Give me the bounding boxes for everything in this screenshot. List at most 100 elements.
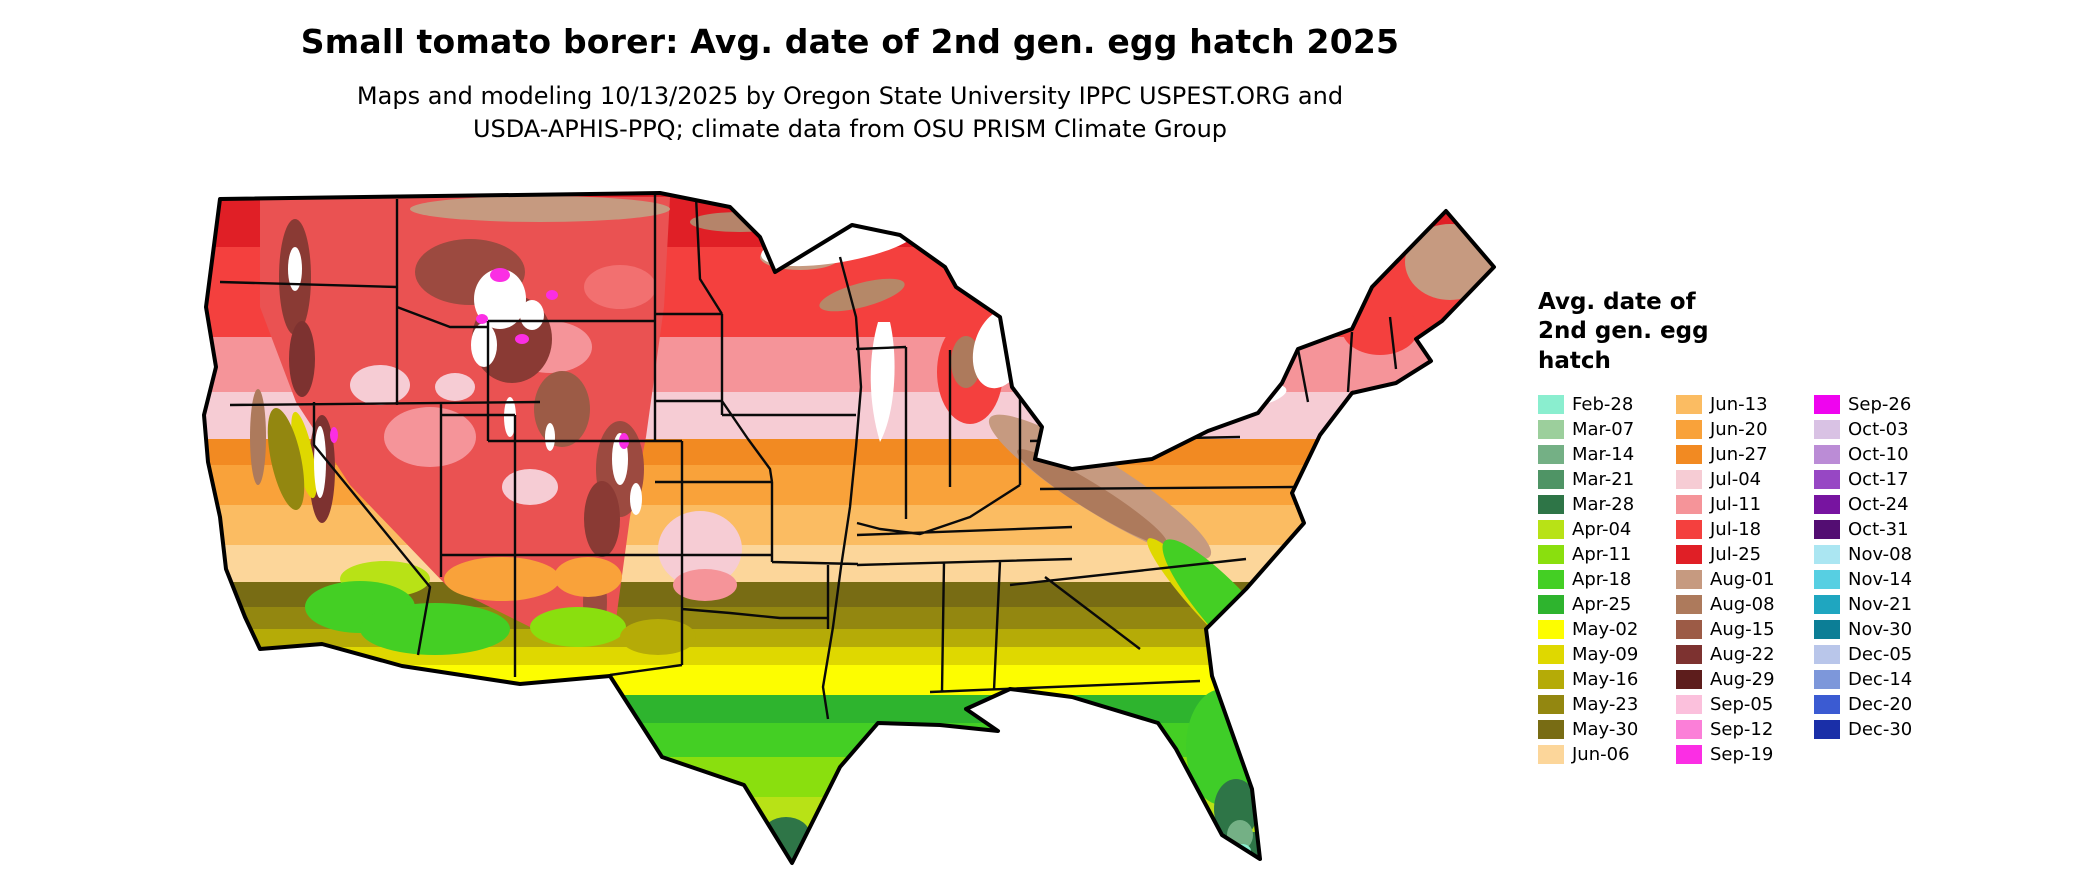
legend-date-label: May-16 [1572, 669, 1639, 691]
legend-entry: Mar-21 [1538, 467, 1656, 492]
legend-color-swatch [1814, 620, 1840, 640]
legend-color-swatch [1538, 720, 1564, 740]
legend-date-label: Mar-07 [1572, 419, 1635, 441]
legend-color-swatch [1676, 420, 1702, 440]
legend-date-label: Jun-13 [1710, 394, 1768, 416]
snowcap-patch [314, 426, 326, 498]
late-date-patch [490, 268, 510, 282]
legend-color-swatch [1814, 570, 1840, 590]
subtitle-line-2: USDA-APHIS-PPQ; climate data from OSU PR… [472, 115, 1228, 144]
legend-entry: May-16 [1538, 667, 1656, 692]
legend-date-label: Aug-01 [1710, 569, 1775, 591]
legend-entry: Oct-10 [1814, 442, 1932, 467]
legend-entry: Aug-08 [1676, 592, 1794, 617]
legend-entry: May-30 [1538, 717, 1656, 742]
terrain-patch [554, 557, 622, 597]
terrain-patch [1017, 449, 1167, 545]
legend-color-swatch [1814, 695, 1840, 715]
legend-date-label: Jun-06 [1572, 744, 1630, 766]
legend-color-swatch [1538, 495, 1564, 515]
legend-color-swatch [1814, 595, 1840, 615]
lake-michigan [870, 322, 895, 442]
legend-date-label: Mar-28 [1572, 494, 1635, 516]
terrain-patch [620, 619, 696, 655]
legend-color-swatch [1814, 495, 1840, 515]
terrain-patch [350, 365, 410, 405]
legend-color-swatch [1676, 720, 1702, 740]
legend-color-swatch [1538, 670, 1564, 690]
legend-date-label: Apr-04 [1572, 519, 1632, 541]
band-may-02 [204, 665, 1494, 695]
legend-date-label: Oct-24 [1848, 494, 1909, 516]
legend-date-label: Dec-05 [1848, 644, 1913, 666]
legend-color-swatch [1538, 420, 1564, 440]
legend-date-label: Oct-31 [1848, 519, 1909, 541]
map-southwest-terrain [305, 511, 742, 655]
legend-color-swatch [1814, 470, 1840, 490]
late-date-patch [330, 427, 338, 443]
legend-date-label: Jul-11 [1710, 494, 1762, 516]
terrain-patch [384, 407, 476, 467]
legend-entry: Mar-28 [1538, 492, 1656, 517]
legend-entry: Sep-26 [1814, 392, 1932, 417]
legend-entry: Apr-18 [1538, 567, 1656, 592]
legend-color-swatch [1676, 670, 1702, 690]
legend-entry: Oct-17 [1814, 467, 1932, 492]
terrain-patch [410, 196, 670, 222]
legend-color-swatch [1676, 695, 1702, 715]
terrain-patch [584, 265, 656, 309]
legend-color-swatch [1538, 470, 1564, 490]
legend-date-label: Aug-15 [1710, 619, 1775, 641]
legend-entry: Jul-18 [1676, 517, 1794, 542]
legend-date-label: Jun-27 [1710, 444, 1768, 466]
legend-entry: Dec-05 [1814, 642, 1932, 667]
legend-color-swatch [1814, 645, 1840, 665]
legend-color-swatch [1538, 570, 1564, 590]
legend-entry: Jun-20 [1676, 417, 1794, 442]
legend-entry: Oct-24 [1814, 492, 1932, 517]
legend-date-label: May-09 [1572, 644, 1639, 666]
legend-date-label: Oct-10 [1848, 444, 1909, 466]
legend-color-swatch [1814, 445, 1840, 465]
legend-entry: Apr-25 [1538, 592, 1656, 617]
legend-color-swatch [1676, 470, 1702, 490]
legend-date-label: Mar-14 [1572, 444, 1635, 466]
legend-entry: Mar-14 [1538, 442, 1656, 467]
legend-entry: Mar-07 [1538, 417, 1656, 442]
terrain-patch [360, 603, 510, 655]
page-subtitle: Maps and modeling 10/13/2025 by Oregon S… [0, 80, 1700, 146]
legend-color-swatch [1538, 645, 1564, 665]
legend-entry: Jun-13 [1676, 392, 1794, 417]
legend-color-swatch [1538, 395, 1564, 415]
terrain-patch [1405, 224, 1494, 300]
legend-date-label: Oct-03 [1848, 419, 1909, 441]
legend-date-label: Apr-25 [1572, 594, 1632, 616]
terrain-patch [530, 607, 626, 647]
terrain-patch [584, 481, 620, 557]
legend-entry: Sep-12 [1676, 717, 1794, 742]
legend-entry: Aug-22 [1676, 642, 1794, 667]
legend-entry: Jul-04 [1676, 467, 1794, 492]
terrain-patch [444, 557, 560, 601]
snowcap-patch [630, 483, 642, 515]
legend-color-swatch [1538, 595, 1564, 615]
legend-entry: May-09 [1538, 642, 1656, 667]
legend-color-swatch [1676, 595, 1702, 615]
legend-date-label: Dec-20 [1848, 694, 1913, 716]
legend-date-label: Dec-14 [1848, 669, 1913, 691]
legend-date-label: Nov-14 [1848, 569, 1913, 591]
legend-entry: Nov-21 [1814, 592, 1932, 617]
map-legend: Avg. date of 2nd gen. egg hatch Feb-28 Ma… [1538, 288, 2098, 767]
legend-entry: Jul-11 [1676, 492, 1794, 517]
snowcap-patch [504, 397, 516, 437]
legend-color-swatch [1676, 545, 1702, 565]
legend-date-label: Oct-17 [1848, 469, 1909, 491]
band-apr-11 [204, 757, 1494, 797]
legend-date-label: May-30 [1572, 719, 1639, 741]
legend-color-swatch [1538, 620, 1564, 640]
legend-date-label: Sep-12 [1710, 719, 1774, 741]
legend-date-label: Feb-28 [1572, 394, 1634, 416]
legend-entry: Aug-01 [1676, 567, 1794, 592]
snowcap-patch [520, 300, 544, 330]
